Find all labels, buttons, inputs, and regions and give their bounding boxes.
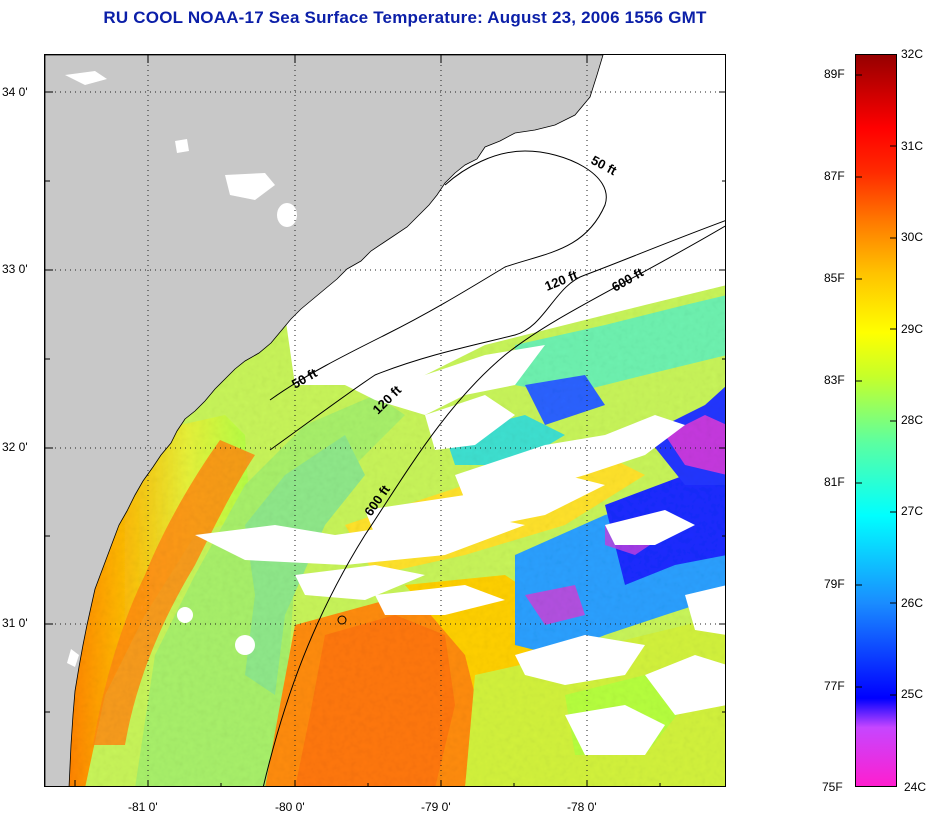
inland-water <box>65 71 297 667</box>
cb-f-81: 81F <box>824 475 845 489</box>
cb-c-29: 29C <box>901 322 924 336</box>
sst-map: 50 ft 120 ft 600 ft 50 ft 120 ft 600 ft <box>44 54 726 787</box>
cb-f-83: 83F <box>824 373 845 387</box>
cb-c-27: 27C <box>901 504 924 518</box>
cb-f-77: 77F <box>824 679 845 693</box>
cb-c-28: 28C <box>901 413 924 427</box>
cb-c-26: 26C <box>901 596 924 610</box>
lon-label-81: -81 0' <box>128 800 158 814</box>
lat-label-31: 31 0' <box>2 616 28 630</box>
frame-ticks <box>45 55 725 786</box>
cb-f-75: 75F <box>822 780 843 794</box>
cb-f-79: 79F <box>824 577 845 591</box>
cb-c-25: 25C <box>901 687 924 701</box>
map-title: RU COOL NOAA-17 Sea Surface Temperature:… <box>103 8 707 27</box>
temperature-colorbar <box>855 54 897 787</box>
cb-c-30: 30C <box>901 230 924 244</box>
isobaths <box>262 150 725 786</box>
lat-label-34: 34 0' <box>2 85 28 99</box>
cb-c-24: 24C <box>904 780 927 794</box>
cb-f-85: 85F <box>824 271 845 285</box>
land-area <box>45 55 604 786</box>
cb-c-31: 31C <box>901 139 924 153</box>
cb-f-89: 89F <box>824 67 845 81</box>
lat-label-32: 32 0' <box>2 440 28 454</box>
lat-label-33: 33 0' <box>2 262 28 276</box>
cb-f-87: 87F <box>824 169 845 183</box>
lon-label-78: -78 0' <box>567 800 597 814</box>
lon-label-80: -80 0' <box>275 800 305 814</box>
lon-label-79: -79 0' <box>421 800 451 814</box>
cb-c-32: 32C <box>901 47 924 61</box>
graticule <box>45 55 725 786</box>
